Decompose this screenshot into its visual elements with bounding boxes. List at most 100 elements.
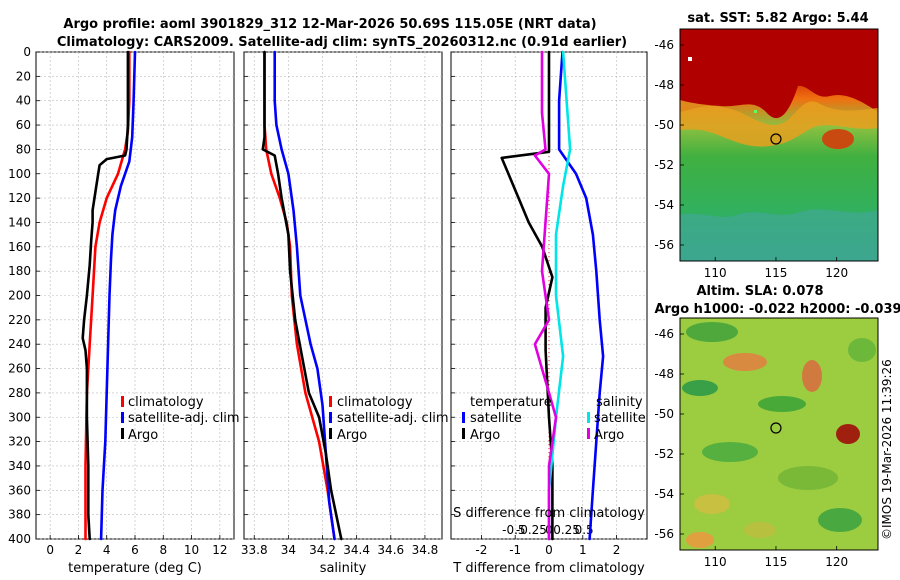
sla-low-7 — [818, 508, 862, 532]
difference-legend: temperature salinity satellite Argo sate… — [462, 395, 646, 443]
legend-label-argo: Argo — [337, 428, 367, 443]
sla-high-1 — [723, 353, 767, 371]
legend-swatch-t-satellite — [462, 412, 465, 423]
title-line-2: Climatology: CARS2009. Satellite-adj cli… — [57, 35, 627, 50]
y-tick-label: 120 — [8, 191, 31, 205]
legend-swatch-satellite — [121, 412, 124, 423]
argo-position-marker — [770, 133, 782, 145]
sst-warm-region — [680, 29, 878, 119]
x-tick-label: 33.8 — [241, 543, 268, 557]
map-y-tick-label: -54 — [654, 487, 674, 501]
x-tick-label: 34.6 — [377, 543, 404, 557]
y-tick-label: 320 — [8, 435, 31, 449]
salinity-legend: climatology satellite-adj. clim Argo — [329, 395, 449, 443]
y-tick-label: 360 — [8, 483, 31, 497]
x-tick-label: 2 — [613, 543, 621, 557]
series-t-satellite — [557, 50, 605, 541]
legend-swatch-climatology — [121, 396, 124, 407]
sst-map-title: sat. SST: 5.82 Argo: 5.44 — [687, 11, 868, 26]
sst-field — [680, 29, 878, 261]
y-tick-label: 380 — [8, 508, 31, 522]
y-tick-label: 140 — [8, 215, 31, 229]
y-tick-label: 260 — [8, 362, 31, 376]
sla-field — [680, 318, 878, 550]
temperature-legend: climatology satellite-adj. clim Argo — [121, 395, 240, 443]
salinity-panel: 33.8 34 34.2 34.4 34.6 34.8 — [241, 50, 443, 557]
series-s-argo — [533, 50, 558, 541]
x-tick-label: 12 — [212, 543, 227, 557]
map-x-tick-label: 110 — [704, 266, 727, 280]
s-diff-xlabel: S difference from climatology — [453, 506, 645, 521]
legend-swatch-argo — [121, 428, 124, 439]
s-tick-label: -0.25 — [516, 523, 547, 537]
x-tick-label: 34.4 — [343, 543, 370, 557]
sst-missing-pixel — [688, 57, 692, 61]
x-tick-label: 34.2 — [309, 543, 336, 557]
series-satellite-adj-clim — [99, 50, 137, 541]
sla-low-4 — [702, 442, 758, 462]
sst-cool-region — [680, 209, 878, 261]
sla-high-2 — [802, 360, 822, 392]
sst-axes: 110 115 120 -46 -48 -50 -52 -54 -56 — [654, 38, 848, 280]
x-tick-label: 0 — [46, 543, 54, 557]
series-s-satellite — [547, 50, 572, 541]
map-y-tick-label: -48 — [654, 78, 674, 92]
legend-label-s-argo: Argo — [594, 428, 624, 443]
map-y-tick-label: -46 — [654, 38, 674, 52]
sst-front — [680, 100, 878, 147]
s-tick-label: -0.5 — [502, 523, 525, 537]
sla-low-1 — [686, 322, 738, 342]
sla-low-6 — [848, 338, 876, 362]
sla-low-5 — [778, 466, 838, 490]
sla-high-5 — [744, 522, 776, 538]
x-tick-label: 34 — [281, 543, 296, 557]
x-tick-label: -2 — [475, 543, 487, 557]
legend-label-satellite: satellite-adj. clim — [128, 411, 240, 426]
legend-swatch-climatology — [329, 396, 332, 407]
x-tick-label: 0 — [545, 543, 553, 557]
map-y-tick-label: -56 — [654, 238, 674, 252]
legend-swatch-s-satellite — [587, 412, 590, 423]
legend-label-t-argo: Argo — [470, 428, 500, 443]
sla-high-6 — [686, 532, 714, 548]
x-tick-label: 1 — [579, 543, 587, 557]
temperature-xlabel: temperature (deg C) — [68, 561, 202, 576]
legend-swatch-t-argo — [462, 428, 465, 439]
map-y-tick-label: -52 — [654, 447, 674, 461]
y-tick-label: 40 — [16, 94, 31, 108]
x-tick-label: 4 — [103, 543, 111, 557]
legend-label-t-satellite: satellite — [470, 411, 522, 426]
sst-eddy — [822, 129, 854, 149]
map-x-tick-label: 115 — [765, 266, 788, 280]
sla-map-subtitle: Argo h1000: -0.022 h2000: -0.039 — [654, 302, 900, 317]
y-tick-label: 20 — [16, 69, 31, 83]
x-tick-label: 10 — [184, 543, 199, 557]
sla-high-3 — [836, 424, 860, 444]
x-tick-label: 6 — [131, 543, 139, 557]
x-tick-label: 8 — [159, 543, 167, 557]
y-tick-label: 220 — [8, 313, 31, 327]
legend-label-climatology: climatology — [128, 395, 204, 410]
sst-map-panel: sat. SST: 5.82 Argo: 5.44 110 115 120 -46 -4… — [654, 11, 879, 280]
difference-panel: -2 -1 0 1 2-0.5-0.250 0.250.5 — [450, 50, 648, 557]
map-x-tick-label: 120 — [825, 555, 848, 569]
legend-label-climatology: climatology — [337, 395, 413, 410]
sla-low-2 — [682, 380, 718, 396]
map-y-tick-label: -52 — [654, 158, 674, 172]
sst-frame — [679, 28, 879, 262]
legend-header-temperature: temperature — [470, 395, 552, 410]
y-tick-label: 200 — [8, 289, 31, 303]
y-tick-label: 100 — [8, 167, 31, 181]
t-diff-xlabel: T difference from climatology — [452, 561, 645, 576]
sst-bright-pixel — [754, 110, 757, 113]
map-y-tick-label: -50 — [654, 118, 674, 132]
map-x-tick-label: 110 — [704, 555, 727, 569]
map-x-tick-label: 120 — [825, 266, 848, 280]
series-argo — [261, 50, 343, 541]
series-argo — [81, 50, 130, 541]
map-y-tick-label: -46 — [654, 327, 674, 341]
sla-axes: 110 115 120 -46 -48 -50 -52 -54 -56 — [654, 327, 848, 569]
y-tick-label: 160 — [8, 240, 31, 254]
x-tick-label: 34.8 — [412, 543, 439, 557]
